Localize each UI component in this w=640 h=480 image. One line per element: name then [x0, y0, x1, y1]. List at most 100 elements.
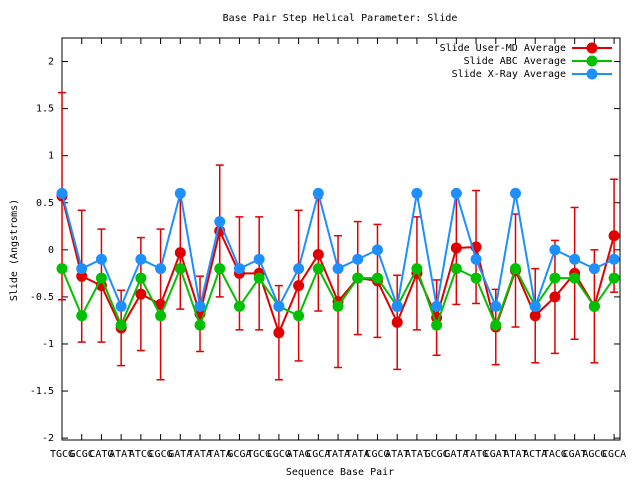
- point: [332, 263, 344, 275]
- point: [293, 310, 305, 322]
- x-tick-label: CGCA: [306, 449, 330, 460]
- point: [352, 272, 364, 284]
- point: [509, 263, 521, 275]
- legend-marker: [586, 42, 598, 54]
- point: [588, 263, 600, 275]
- point: [115, 300, 127, 312]
- point: [253, 253, 265, 265]
- point: [588, 300, 600, 312]
- point: [312, 263, 324, 275]
- point: [233, 300, 245, 312]
- point: [56, 187, 68, 199]
- x-tick-label: TATG: [464, 449, 488, 460]
- y-tick-label: 0.5: [36, 198, 54, 209]
- x-tick-label: CGCA: [602, 449, 626, 460]
- point: [115, 319, 127, 331]
- point: [95, 272, 107, 284]
- point: [174, 187, 186, 199]
- point: [332, 300, 344, 312]
- point: [174, 263, 186, 275]
- point: [371, 272, 383, 284]
- point: [371, 244, 383, 256]
- x-tick-label: TATA: [208, 449, 232, 460]
- point: [450, 263, 462, 275]
- point: [529, 310, 541, 322]
- y-tick-label: 1: [48, 151, 54, 162]
- x-axis-label: Sequence Base Pair: [286, 467, 394, 478]
- point: [155, 263, 167, 275]
- point: [431, 300, 443, 312]
- point: [76, 310, 88, 322]
- point: [253, 272, 265, 284]
- point: [450, 242, 462, 254]
- legend-label: Slide User-MD Average: [440, 43, 566, 54]
- point: [549, 291, 561, 303]
- y-tick-label: -2: [42, 433, 54, 444]
- x-tick-label: TGCG: [247, 449, 271, 460]
- x-tick-label: TATA: [188, 449, 212, 460]
- point: [273, 327, 285, 339]
- point: [194, 319, 206, 331]
- point: [509, 187, 521, 199]
- point: [569, 253, 581, 265]
- legend-marker: [586, 68, 598, 80]
- y-tick-label: 2: [48, 57, 54, 68]
- point: [470, 272, 482, 284]
- point: [214, 216, 226, 228]
- point: [391, 316, 403, 328]
- y-tick-label: 1.5: [36, 104, 54, 115]
- point: [490, 300, 502, 312]
- point: [76, 263, 88, 275]
- x-tick-label: CGAT: [563, 449, 587, 460]
- x-tick-label: CGCG: [267, 449, 291, 460]
- x-tick-label: TATA: [326, 449, 350, 460]
- point: [608, 272, 620, 284]
- x-tick-label: AGCG: [582, 449, 606, 460]
- y-tick-label: -0.5: [30, 292, 54, 303]
- chart-title: Base Pair Step Helical Parameter: Slide: [223, 13, 458, 24]
- point: [549, 244, 561, 256]
- point: [76, 270, 88, 282]
- x-tick-label: ACTA: [523, 449, 547, 460]
- legend-marker: [586, 55, 598, 67]
- y-tick-label: -1: [42, 339, 54, 350]
- point: [293, 263, 305, 275]
- point: [549, 272, 561, 284]
- point: [352, 253, 364, 265]
- point: [135, 272, 147, 284]
- point: [233, 263, 245, 275]
- point: [608, 230, 620, 242]
- x-tick-label: GCGC: [70, 449, 94, 460]
- point: [569, 272, 581, 284]
- point: [312, 249, 324, 261]
- x-tick-label: TGCG: [50, 449, 74, 460]
- x-tick-label: GATA: [444, 449, 468, 460]
- point: [214, 263, 226, 275]
- point: [431, 319, 443, 331]
- x-tick-label: CGAT: [484, 449, 508, 460]
- x-tick-label: ATAT: [405, 449, 429, 460]
- x-tick-label: ATAT: [503, 449, 527, 460]
- x-tick-label: ATAT: [109, 449, 133, 460]
- x-tick-label: TACG: [543, 449, 567, 460]
- point: [470, 253, 482, 265]
- x-tick-label: CGCG: [365, 449, 389, 460]
- point: [411, 263, 423, 275]
- point: [490, 319, 502, 331]
- point: [194, 300, 206, 312]
- point: [95, 253, 107, 265]
- x-tick-label: ATAT: [385, 449, 409, 460]
- x-tick-label: TATA: [346, 449, 370, 460]
- y-axis-label: Slide (Angstroms): [9, 199, 20, 301]
- point: [391, 300, 403, 312]
- point: [529, 300, 541, 312]
- point: [135, 253, 147, 265]
- point: [411, 187, 423, 199]
- point: [56, 263, 68, 275]
- point: [312, 187, 324, 199]
- y-tick-label: 0: [48, 245, 54, 256]
- point: [273, 300, 285, 312]
- x-tick-label: GCGC: [425, 449, 449, 460]
